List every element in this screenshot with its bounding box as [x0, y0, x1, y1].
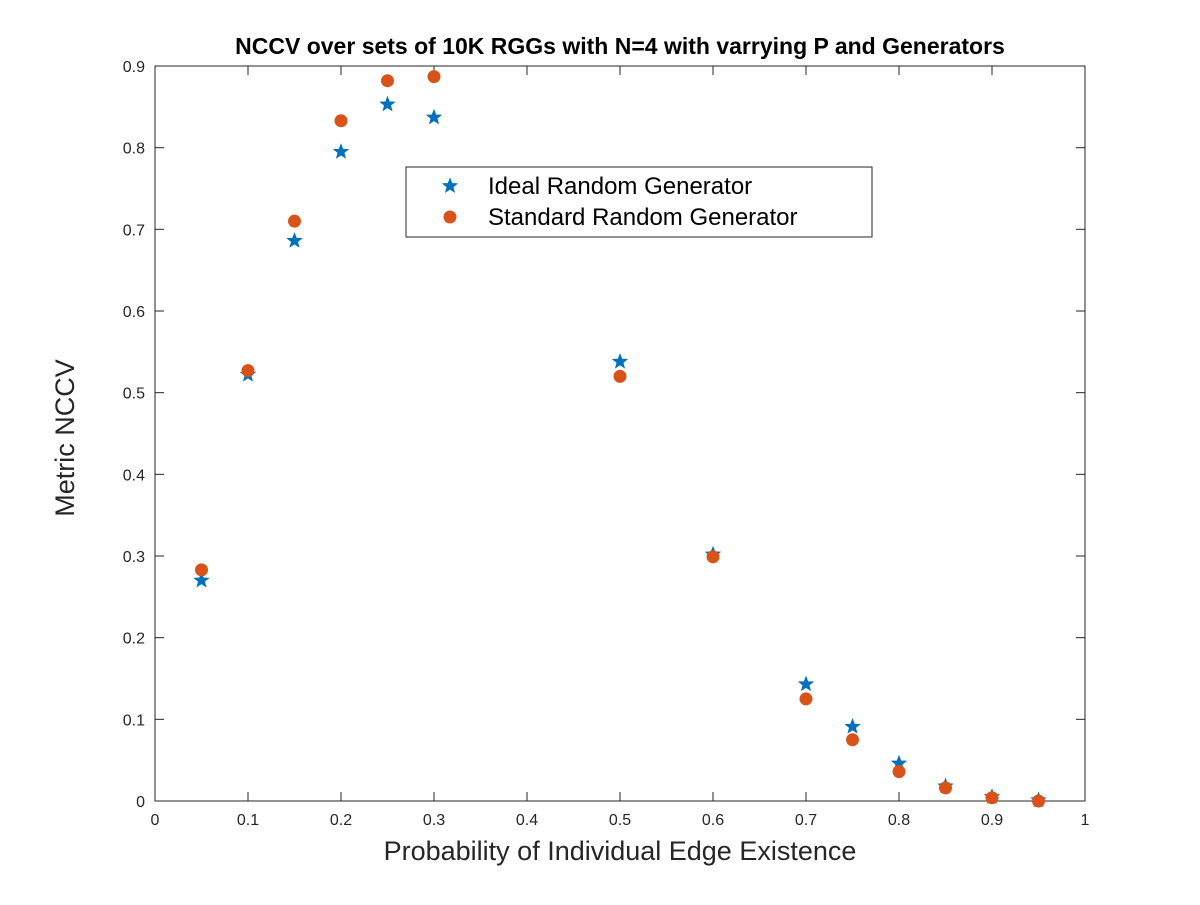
data-point-circle: [288, 214, 301, 228]
y-tick-label: 0.4: [123, 467, 145, 484]
legend: Ideal Random Generator Standard Random Ge…: [405, 166, 873, 238]
data-point-star: [379, 95, 396, 112]
y-tick-label: 0.9: [123, 59, 145, 76]
series-standard-random-generator: [195, 70, 1045, 808]
legend-box: [405, 166, 873, 238]
data-point-star: [797, 675, 815, 692]
y-tick-label: 0.3: [123, 549, 145, 566]
x-tick-label: 0.5: [609, 812, 631, 829]
y-tick-label: 0.1: [123, 712, 145, 729]
data-point-circle: [985, 791, 999, 805]
x-tick-label: 0.3: [423, 812, 445, 829]
y-tick-label: 0.8: [123, 141, 145, 158]
chart-title: NCCV over sets of 10K RGGs with N=4 with…: [235, 33, 1005, 59]
x-tick-label: 0.1: [237, 812, 259, 829]
y-tick-label: 0.7: [123, 222, 145, 239]
legend-label: Standard Random Generator: [488, 204, 798, 231]
x-tick-label: 0: [151, 812, 160, 829]
data-point-circle: [427, 70, 441, 84]
data-point-circle: [799, 692, 813, 706]
y-tick-label: 0.6: [123, 304, 145, 321]
data-point-circle: [846, 733, 859, 747]
data-point-star: [193, 571, 210, 588]
x-tick-label: 1: [1081, 812, 1090, 829]
data-point-circle: [939, 781, 952, 795]
y-axis-title: Metric NCCV: [50, 359, 80, 517]
x-tick-label: 0.4: [516, 812, 538, 829]
data-point-star: [332, 143, 350, 159]
data-point-circle: [706, 550, 720, 564]
y-tick-label: 0.5: [123, 386, 145, 403]
x-tick-label: 0.2: [330, 812, 352, 829]
x-tick-label: 0.8: [888, 812, 910, 829]
x-tick-label: 0.6: [702, 812, 724, 829]
y-tick-label: 0: [136, 794, 145, 811]
data-point-star: [844, 718, 861, 734]
data-point-circle: [241, 364, 255, 378]
data-point-circle: [892, 765, 906, 779]
x-tick-label: 0.9: [981, 812, 1003, 829]
data-point-star: [286, 232, 303, 248]
y-tick-label: 0.2: [123, 631, 145, 648]
x-tick-label: 0.7: [795, 812, 817, 829]
legend-marker-star: [441, 177, 459, 193]
data-point-circle: [381, 74, 394, 88]
data-point-star: [611, 353, 629, 369]
data-point-circle: [195, 563, 208, 577]
legend-marker-circle: [443, 210, 457, 224]
data-point-circle: [613, 369, 627, 383]
data-point-star: [425, 108, 443, 125]
legend-label: Ideal Random Generator: [488, 173, 752, 200]
data-point-circle: [334, 114, 348, 128]
x-axis-title: Probability of Individual Edge Existence: [384, 836, 857, 866]
data-point-circle: [1032, 794, 1045, 808]
